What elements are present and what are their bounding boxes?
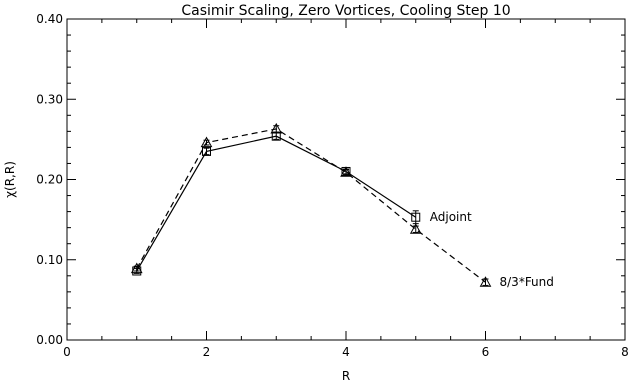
y-tick-label: 0.00 (36, 333, 63, 347)
series-line-fund (136, 128, 486, 283)
x-tick-label: 8 (621, 345, 629, 359)
series-label: 8/3*Fund (500, 275, 554, 289)
x-tick-label: 0 (63, 345, 71, 359)
data-point-triangle (200, 136, 213, 148)
y-tick-label: 0.40 (36, 12, 63, 26)
data-point-triangle (409, 223, 422, 234)
y-tick-label: 0.20 (36, 173, 63, 187)
data-point-square (202, 146, 211, 156)
plot-frame (66, 18, 626, 341)
series-label: Adjoint (430, 210, 472, 224)
axes: 0.00 0.10 0.20 0.30 0.40 0 2 4 6 8 (36, 12, 629, 359)
data-point-triangle (479, 276, 492, 287)
data-marks: Adjoint 8/3*Fund (130, 122, 554, 289)
series-line-adjoint (136, 135, 417, 272)
chart-title: Casimir Scaling, Zero Vortices, Cooling … (181, 3, 510, 19)
y-tick-label: 0.30 (36, 92, 63, 106)
x-tick-label: 6 (482, 345, 490, 359)
data-point-triangle (270, 122, 283, 134)
x-tick-label: 2 (203, 345, 211, 359)
data-point-square (411, 212, 421, 222)
x-axis-label: R (342, 369, 350, 383)
x-tick-label: 4 (342, 345, 350, 359)
y-tick-label: 0.10 (36, 253, 63, 267)
y-axis-label: χ(R,R) (3, 161, 17, 198)
data-point-triangle (340, 166, 352, 177)
data-point-triangle (130, 262, 143, 274)
